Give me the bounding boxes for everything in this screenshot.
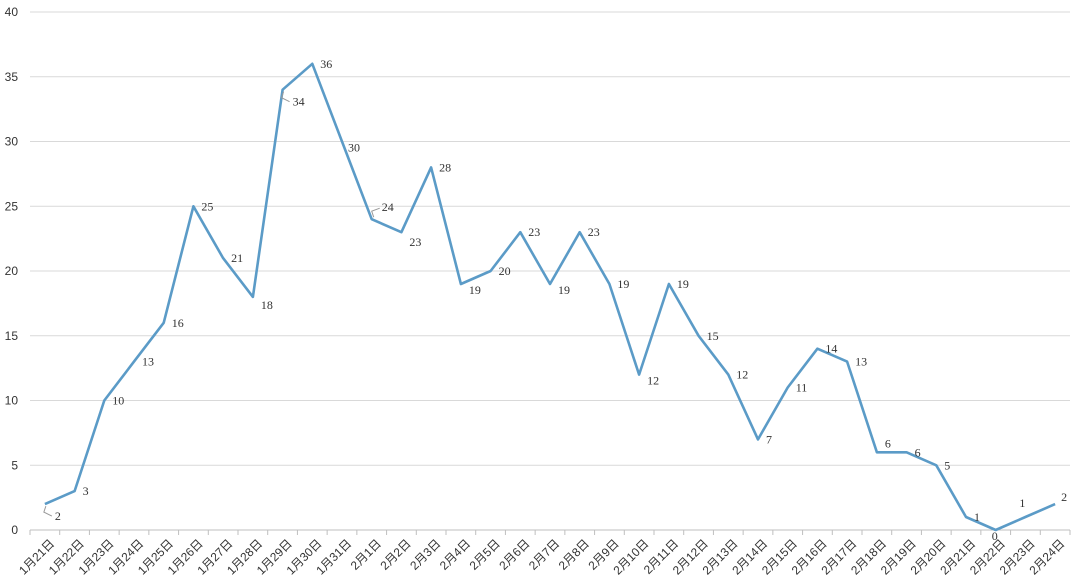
data-label: 28 bbox=[439, 160, 451, 174]
data-label: 6 bbox=[885, 436, 891, 450]
data-label: 18 bbox=[261, 298, 273, 312]
data-label: 12 bbox=[736, 368, 748, 382]
label-leader bbox=[371, 207, 380, 218]
data-label: 20 bbox=[499, 264, 511, 278]
data-label: 19 bbox=[617, 277, 629, 291]
data-label: 34 bbox=[293, 95, 305, 109]
data-label: 2 bbox=[55, 509, 61, 523]
x-tick-label: 2月2日 bbox=[377, 536, 413, 572]
data-label: 23 bbox=[528, 225, 540, 239]
data-label: 19 bbox=[469, 283, 481, 297]
x-axis-tick-labels: 1月21日1月22日1月23日1月24日1月25日1月26日1月27日1月28日… bbox=[16, 536, 1067, 577]
data-label: 13 bbox=[142, 355, 154, 369]
data-label: 21 bbox=[231, 251, 243, 265]
y-tick-label: 15 bbox=[5, 329, 19, 343]
data-label: 6 bbox=[915, 445, 921, 459]
data-label: 30 bbox=[348, 141, 360, 155]
data-label: 25 bbox=[201, 199, 213, 213]
x-tick-label: 2月7日 bbox=[526, 536, 562, 572]
data-label: 5 bbox=[944, 458, 950, 472]
data-label: 10 bbox=[112, 394, 124, 408]
data-label: 13 bbox=[855, 355, 867, 369]
y-tick-label: 0 bbox=[11, 523, 18, 537]
data-label: 2 bbox=[1061, 490, 1067, 504]
data-label: 19 bbox=[677, 277, 689, 291]
label-leader bbox=[280, 91, 290, 103]
x-axis-ticks bbox=[29, 530, 1071, 535]
label-leader bbox=[43, 505, 53, 517]
data-label: 1 bbox=[974, 510, 980, 524]
y-tick-label: 20 bbox=[5, 264, 19, 278]
data-label: 7 bbox=[766, 432, 772, 446]
data-label: 0 bbox=[992, 529, 998, 543]
data-label: 12 bbox=[647, 374, 659, 388]
x-tick-label: 2月6日 bbox=[496, 536, 532, 572]
y-tick-label: 40 bbox=[5, 5, 19, 19]
data-label: 1 bbox=[1019, 496, 1025, 510]
data-label: 24 bbox=[382, 200, 394, 214]
y-tick-label: 25 bbox=[5, 199, 19, 213]
data-label: 3 bbox=[83, 484, 89, 498]
x-tick-label: 2月3日 bbox=[407, 536, 443, 572]
data-label: 14 bbox=[825, 342, 837, 356]
data-label: 16 bbox=[172, 316, 184, 330]
x-tick-label: 2月5日 bbox=[467, 536, 503, 572]
label-leader-lines bbox=[43, 91, 380, 517]
x-tick-label: 2月8日 bbox=[556, 536, 592, 572]
x-tick-label: 2月1日 bbox=[348, 536, 384, 572]
data-label: 36 bbox=[320, 57, 332, 71]
data-labels: 2310131625211834363024232819202319231912… bbox=[55, 57, 1067, 543]
y-tick-label: 5 bbox=[11, 458, 18, 472]
data-label: 23 bbox=[588, 225, 600, 239]
y-tick-label: 30 bbox=[5, 135, 19, 149]
data-label: 11 bbox=[796, 381, 808, 395]
x-tick-label: 2月4日 bbox=[437, 536, 473, 572]
data-label: 19 bbox=[558, 283, 570, 297]
y-tick-label: 10 bbox=[5, 394, 19, 408]
data-label: 23 bbox=[409, 235, 421, 249]
data-label: 15 bbox=[707, 329, 719, 343]
y-tick-label: 35 bbox=[5, 70, 19, 84]
y-axis-tick-labels: 0 5 10 15 20 25 30 35 40 bbox=[5, 5, 19, 537]
gridlines bbox=[30, 11, 1070, 466]
series-line bbox=[44, 62, 1056, 532]
